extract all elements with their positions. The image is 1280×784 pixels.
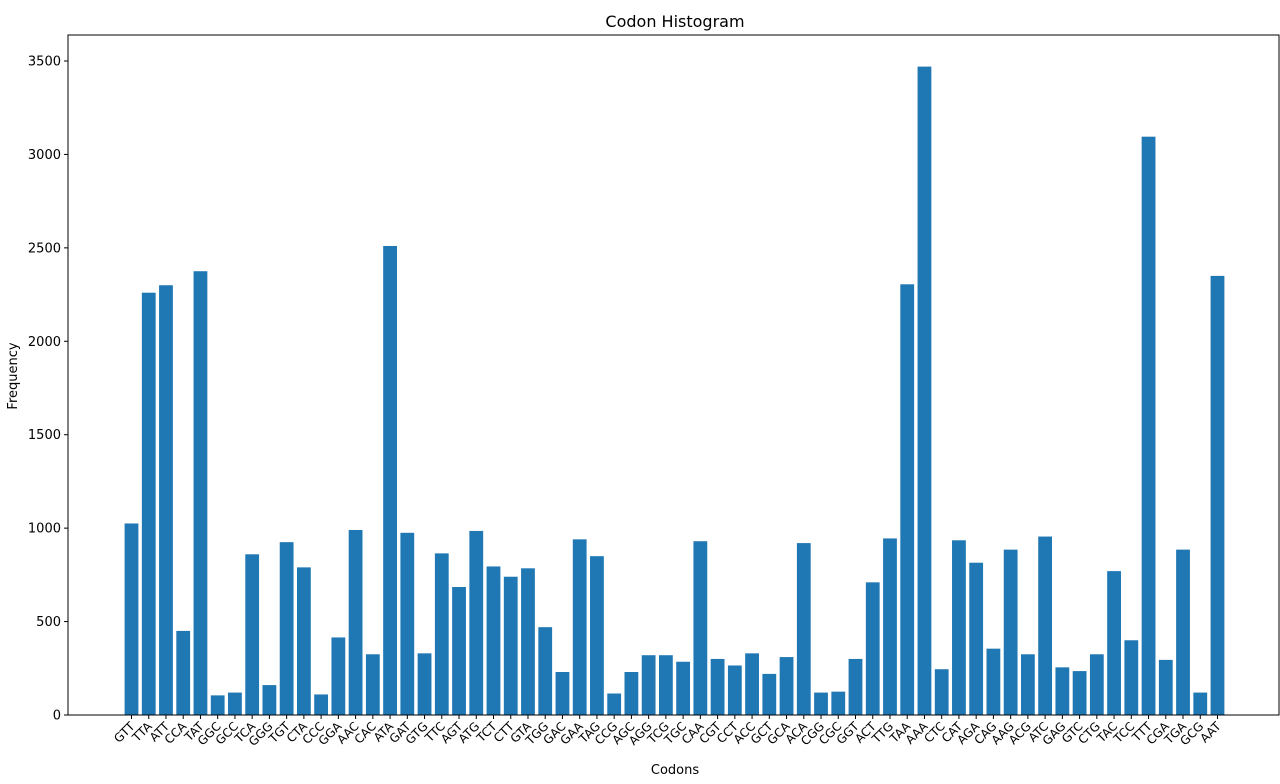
bar-gga bbox=[331, 637, 346, 715]
y-tick-label: 0 bbox=[53, 709, 61, 724]
x-axis-label: Codons bbox=[651, 763, 699, 778]
bar-gca bbox=[779, 657, 794, 715]
y-tick-label: 1000 bbox=[28, 522, 61, 537]
bar-aac bbox=[348, 530, 363, 715]
bar-ggc bbox=[210, 695, 225, 715]
bar-cgg bbox=[814, 692, 828, 715]
bar-gtt bbox=[124, 523, 139, 715]
y-axis: 0 500 1000 1500 2000 2500 3000 3500 bbox=[28, 55, 68, 724]
bar-tct bbox=[486, 566, 501, 715]
bar-gct bbox=[762, 673, 777, 715]
bar-ttc bbox=[434, 553, 449, 715]
chart-title: Codon Histogram bbox=[605, 12, 744, 31]
bar-ttg bbox=[883, 538, 897, 715]
bar-aaa bbox=[917, 66, 932, 716]
bar-tca bbox=[245, 554, 260, 715]
y-tick-label: 1500 bbox=[28, 428, 61, 443]
bar-aat bbox=[1210, 275, 1225, 715]
bar-tcg bbox=[658, 655, 673, 715]
y-axis-label: Frequency bbox=[6, 342, 21, 409]
bar-ttt bbox=[1141, 136, 1156, 715]
bar-cat bbox=[952, 540, 966, 715]
bar-gat bbox=[400, 532, 415, 715]
x-tick-label: AAT bbox=[1197, 719, 1224, 746]
bar-tgc bbox=[676, 661, 691, 715]
bar-tgg bbox=[538, 627, 553, 715]
bar-gaa bbox=[572, 539, 587, 715]
bar-tag bbox=[590, 556, 604, 715]
bar-gcg bbox=[1193, 692, 1208, 715]
bar-gac bbox=[555, 672, 570, 715]
y-tick-label: 2000 bbox=[28, 335, 61, 350]
bar-acc bbox=[745, 653, 759, 715]
plot-frame bbox=[67, 34, 1280, 716]
bar-gcc bbox=[228, 692, 242, 715]
bar-cgt bbox=[710, 658, 725, 715]
bar-acg bbox=[1020, 654, 1035, 715]
bar-tta bbox=[141, 292, 156, 715]
bar-ata bbox=[383, 245, 397, 716]
bar-cgc bbox=[831, 691, 846, 715]
bar-cac bbox=[365, 654, 380, 715]
bar-ctg bbox=[1089, 654, 1104, 715]
bar-agt bbox=[452, 587, 466, 715]
bars-group bbox=[124, 66, 1225, 716]
bar-ctc bbox=[934, 669, 949, 715]
bar-ggg bbox=[262, 685, 277, 715]
bar-tat bbox=[193, 271, 208, 715]
bar-att bbox=[159, 285, 173, 715]
y-tick-label: 3000 bbox=[28, 148, 61, 163]
y-tick-label: 500 bbox=[36, 615, 61, 630]
bar-aga bbox=[969, 562, 984, 715]
bar-gta bbox=[521, 568, 535, 715]
bar-ccg bbox=[607, 693, 622, 715]
bar-caa bbox=[693, 541, 708, 715]
bar-cca bbox=[176, 630, 191, 715]
bar-aag bbox=[1003, 549, 1018, 715]
bar-gtc bbox=[1072, 671, 1087, 715]
bar-taa bbox=[900, 284, 915, 715]
bar-atc bbox=[1038, 536, 1053, 715]
bar-aca bbox=[796, 543, 811, 715]
bar-act bbox=[865, 582, 880, 715]
bar-gtg bbox=[417, 653, 432, 715]
bar-cta bbox=[296, 567, 311, 715]
bar-agc bbox=[624, 672, 639, 715]
bar-ctt bbox=[503, 576, 518, 715]
bar-atg bbox=[469, 530, 484, 715]
bar-agg bbox=[641, 655, 656, 715]
bar-tac bbox=[1107, 571, 1121, 715]
bar-tcc bbox=[1124, 640, 1139, 715]
bar-ggt bbox=[848, 658, 863, 715]
bar-tgt bbox=[279, 542, 294, 715]
y-tick-label: 3500 bbox=[28, 55, 61, 70]
bar-tga bbox=[1176, 549, 1190, 715]
bar-cga bbox=[1158, 659, 1173, 715]
y-tick-label: 2500 bbox=[28, 241, 61, 256]
x-axis: GTTTTAATTCCATATGGCGCCTCAGGGTGTCTACCCGGAA… bbox=[111, 715, 1224, 749]
bar-cag bbox=[986, 648, 1001, 715]
bar-ccc bbox=[314, 694, 329, 715]
bar-cct bbox=[727, 665, 742, 715]
bar-gag bbox=[1055, 667, 1070, 715]
